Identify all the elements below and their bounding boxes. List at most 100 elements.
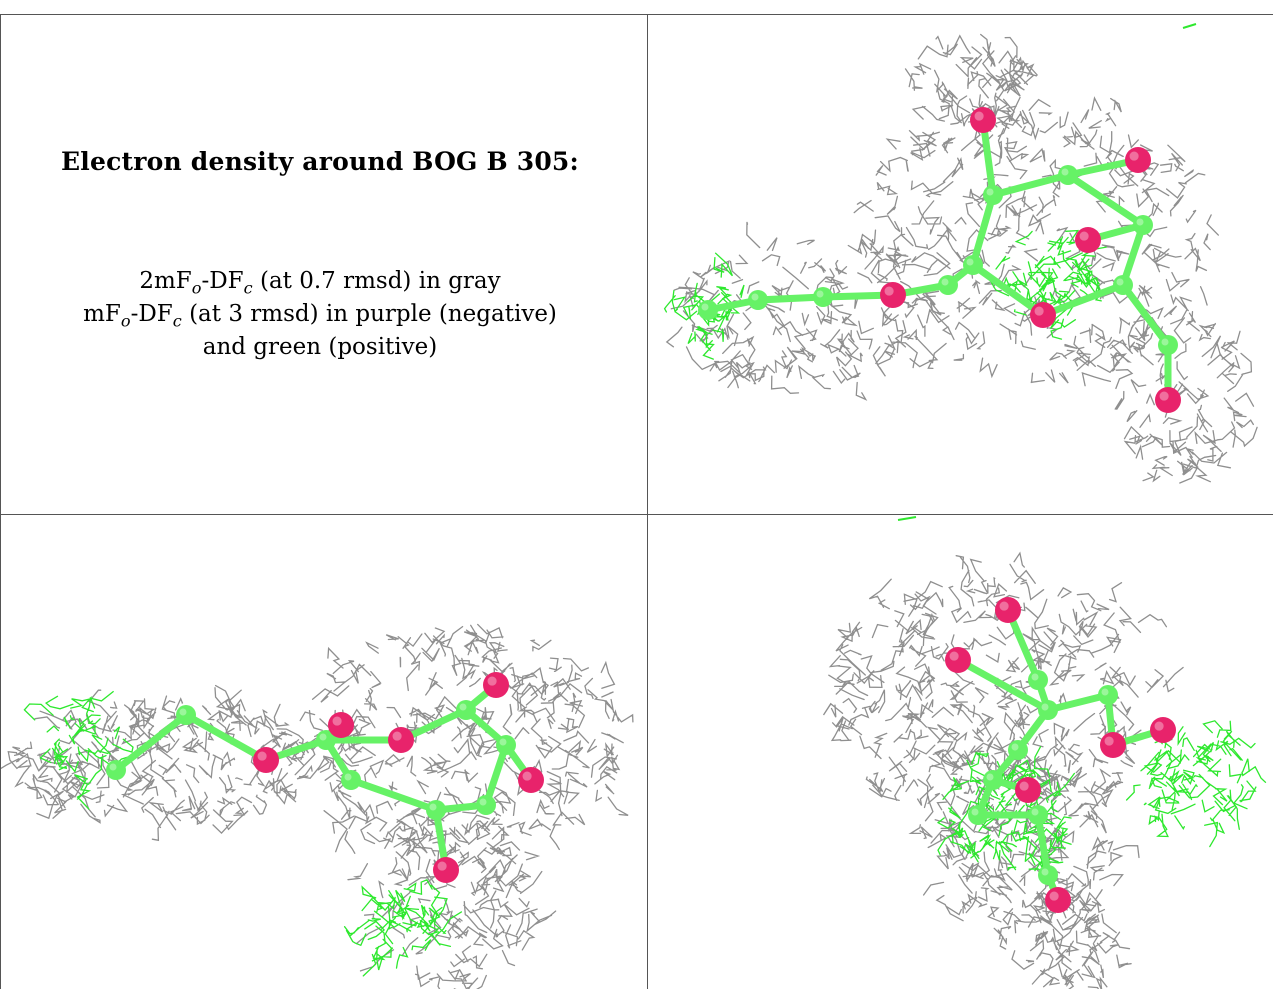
oxygen-atom-highlight bbox=[392, 731, 402, 741]
oxygen-atom bbox=[1030, 302, 1056, 328]
bond bbox=[969, 191, 997, 269]
carbon-atom-highlight bbox=[816, 290, 824, 298]
carbon-atom bbox=[456, 700, 476, 720]
bond bbox=[1039, 281, 1127, 319]
bond bbox=[754, 293, 827, 304]
carbon-atom bbox=[1058, 165, 1078, 185]
oxygen-atom bbox=[1150, 717, 1176, 743]
carbon-atom-highlight bbox=[179, 708, 187, 716]
oxygen-atom bbox=[1075, 227, 1101, 253]
oxygen-atom bbox=[1015, 777, 1041, 803]
bond bbox=[1034, 811, 1052, 879]
bond bbox=[482, 741, 510, 809]
carbon-atom bbox=[698, 300, 718, 320]
carbon-atom-highlight bbox=[344, 773, 352, 781]
oxygen-atom bbox=[518, 767, 544, 793]
oxygen-atom-highlight bbox=[332, 716, 342, 726]
bond bbox=[347, 776, 440, 814]
green-density-fragment bbox=[1182, 23, 1197, 29]
oxygen-atom bbox=[328, 712, 354, 738]
density-view-top-right bbox=[648, 15, 1273, 514]
carbon-atom bbox=[1038, 700, 1058, 720]
carbon-atom bbox=[1028, 805, 1048, 825]
caption-line-2: mFo-DFc (at 3 rmsd) in purple (negative) bbox=[83, 301, 557, 331]
carbon-atom-highlight bbox=[941, 278, 949, 286]
carbon-atom bbox=[1158, 335, 1178, 355]
gray-density-mesh bbox=[904, 33, 1051, 141]
density-view-top-right-image bbox=[663, 23, 1258, 484]
oxygen-atom-highlight bbox=[999, 601, 1009, 611]
oxygen-atom-highlight bbox=[257, 751, 267, 761]
carbon-atom bbox=[316, 730, 336, 750]
carbon-atom bbox=[1133, 215, 1153, 235]
carbon-atom-highlight bbox=[1031, 808, 1039, 816]
oxygen-atom-highlight bbox=[1019, 781, 1029, 791]
carbon-atom bbox=[476, 795, 496, 815]
carbon-atom-highlight bbox=[1031, 673, 1039, 681]
bond bbox=[954, 656, 1052, 714]
caption-line-1: 2mFo-DFc (at 0.7 rmsd) in gray bbox=[139, 268, 501, 298]
oxygen-atom-highlight bbox=[1159, 391, 1169, 401]
density-view-bottom-left-image bbox=[1, 623, 634, 989]
oxygen-atom-highlight bbox=[522, 771, 532, 781]
carbon-atom-highlight bbox=[109, 763, 117, 771]
carbon-atom-highlight bbox=[1136, 218, 1144, 226]
table-center-border bbox=[647, 14, 648, 989]
carbon-atom-highlight bbox=[479, 798, 487, 806]
carbon-atom-highlight bbox=[1116, 278, 1124, 286]
carbon-atom bbox=[1008, 740, 1028, 760]
carbon-atom-highlight bbox=[319, 733, 327, 741]
carbon-atom-highlight bbox=[459, 703, 467, 711]
table-top-border bbox=[0, 14, 1273, 15]
carbon-atom-highlight bbox=[966, 258, 974, 266]
carbon-atom bbox=[983, 770, 1003, 790]
carbon-atom-highlight bbox=[1061, 168, 1069, 176]
carbon-atom bbox=[813, 287, 833, 307]
oxygen-atom bbox=[1125, 147, 1151, 173]
caption-line-3: and green (positive) bbox=[202, 334, 438, 360]
carbon-atom-highlight bbox=[986, 773, 994, 781]
green-positive-mesh bbox=[1125, 720, 1267, 848]
bond bbox=[989, 171, 1072, 199]
carbon-atom-highlight bbox=[1011, 743, 1019, 751]
carbon-atom bbox=[176, 705, 196, 725]
bond bbox=[1119, 281, 1172, 349]
carbon-atom-highlight bbox=[701, 303, 709, 311]
oxygen-atom bbox=[433, 857, 459, 883]
figure-title: Electron density around BOG B 305: bbox=[61, 147, 579, 176]
carbon-atom-highlight bbox=[1101, 688, 1109, 696]
oxygen-atom-highlight bbox=[1154, 721, 1164, 731]
carbon-atom bbox=[426, 800, 446, 820]
carbon-atom bbox=[968, 805, 988, 825]
oxygen-atom-highlight bbox=[884, 286, 894, 296]
oxygen-atom bbox=[970, 107, 996, 133]
caption-cell: Electron density around BOG B 305: 2mFo-… bbox=[1, 15, 647, 514]
oxygen-atom-highlight bbox=[487, 676, 497, 686]
oxygen-atom-highlight bbox=[1049, 891, 1059, 901]
carbon-atom bbox=[983, 185, 1003, 205]
carbon-atom bbox=[748, 290, 768, 310]
carbon-atom bbox=[1028, 670, 1048, 690]
carbon-atom-highlight bbox=[751, 293, 759, 301]
green-density-fragment bbox=[897, 516, 917, 521]
bond bbox=[1064, 171, 1147, 229]
bond bbox=[182, 711, 270, 764]
density-view-bottom-right bbox=[648, 515, 1273, 989]
oxygen-atom bbox=[253, 747, 279, 773]
oxygen-atom-highlight bbox=[1104, 736, 1114, 746]
oxygen-atom-highlight bbox=[437, 861, 447, 871]
carbon-atom-highlight bbox=[971, 808, 979, 816]
gray-density-mesh bbox=[1081, 310, 1258, 484]
carbon-atom bbox=[938, 275, 958, 295]
carbon-atom bbox=[496, 735, 516, 755]
oxygen-atom bbox=[880, 282, 906, 308]
bond bbox=[1044, 691, 1112, 714]
density-view-bottom-right-image bbox=[822, 516, 1267, 989]
carbon-atom-highlight bbox=[1161, 338, 1169, 346]
carbon-atom-highlight bbox=[499, 738, 507, 746]
carbon-atom bbox=[106, 760, 126, 780]
oxygen-atom-highlight bbox=[974, 111, 984, 121]
oxygen-atom bbox=[1045, 887, 1071, 913]
oxygen-atom bbox=[995, 597, 1021, 623]
oxygen-atom bbox=[1100, 732, 1126, 758]
